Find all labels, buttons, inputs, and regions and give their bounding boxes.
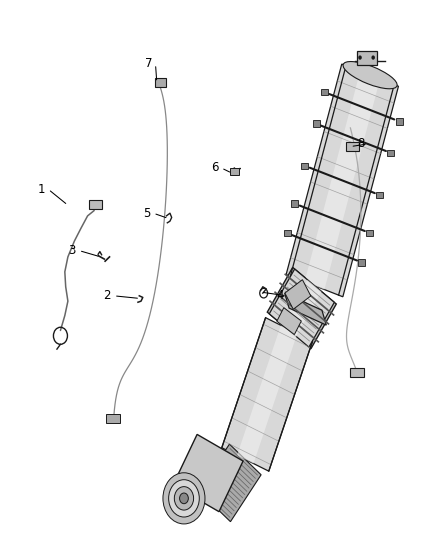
Circle shape [371, 55, 375, 60]
FancyBboxPatch shape [313, 120, 320, 127]
Circle shape [180, 493, 188, 504]
FancyBboxPatch shape [376, 192, 383, 198]
Polygon shape [285, 293, 326, 325]
FancyBboxPatch shape [230, 168, 239, 175]
Polygon shape [267, 268, 336, 349]
FancyBboxPatch shape [366, 230, 373, 236]
FancyBboxPatch shape [346, 142, 359, 151]
Polygon shape [173, 434, 243, 512]
FancyBboxPatch shape [387, 150, 394, 156]
FancyBboxPatch shape [291, 200, 298, 207]
Text: 2: 2 [103, 289, 111, 302]
Circle shape [169, 480, 199, 517]
FancyBboxPatch shape [357, 51, 377, 65]
Circle shape [163, 473, 205, 524]
Text: 5: 5 [143, 207, 150, 220]
FancyBboxPatch shape [301, 163, 308, 169]
Circle shape [358, 55, 362, 60]
FancyBboxPatch shape [283, 230, 290, 236]
Polygon shape [237, 325, 297, 464]
FancyBboxPatch shape [350, 368, 364, 377]
Text: 1: 1 [38, 183, 46, 196]
Polygon shape [285, 280, 311, 309]
FancyBboxPatch shape [396, 118, 403, 125]
Text: 3: 3 [69, 244, 76, 257]
Text: 4: 4 [276, 289, 284, 302]
Text: 8: 8 [358, 138, 365, 150]
Circle shape [174, 487, 194, 510]
Polygon shape [269, 269, 334, 347]
Text: 7: 7 [145, 58, 153, 70]
Polygon shape [277, 308, 301, 335]
Polygon shape [282, 280, 321, 336]
FancyBboxPatch shape [89, 200, 102, 209]
Polygon shape [222, 318, 313, 471]
FancyBboxPatch shape [358, 259, 365, 265]
Polygon shape [286, 64, 399, 297]
FancyBboxPatch shape [106, 414, 120, 423]
Text: 6: 6 [211, 161, 219, 174]
FancyBboxPatch shape [155, 78, 166, 87]
Polygon shape [199, 444, 261, 522]
Ellipse shape [343, 61, 397, 89]
Polygon shape [304, 71, 380, 289]
FancyBboxPatch shape [321, 89, 328, 95]
